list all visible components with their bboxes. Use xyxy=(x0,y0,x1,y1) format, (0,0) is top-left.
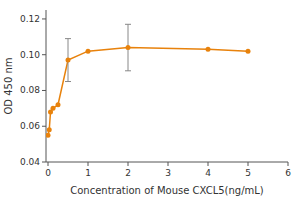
y-tick xyxy=(42,54,46,55)
plot-area xyxy=(46,24,251,137)
y-tick xyxy=(42,126,46,127)
x-tick-label: 5 xyxy=(245,168,251,178)
y-tick xyxy=(42,162,46,163)
y-tick-label: 0.12 xyxy=(20,14,40,24)
x-tick-label: 0 xyxy=(45,168,51,178)
data-point xyxy=(66,58,71,63)
x-tick-label: 2 xyxy=(125,168,131,178)
data-point xyxy=(206,47,211,52)
data-point xyxy=(86,49,91,54)
x-tick xyxy=(168,162,169,166)
x-tick xyxy=(48,162,49,166)
x-tick xyxy=(208,162,209,166)
x-tick xyxy=(288,162,289,166)
error-bar xyxy=(125,24,131,70)
chart-container: 0 1 2 3 4 5 6 0.04 0.06 0.08 0.10 0.12 Concentration… xyxy=(0,0,300,200)
y-tick-label: 0.08 xyxy=(20,85,40,95)
data-point xyxy=(46,133,51,138)
y-tick-label: 0.10 xyxy=(20,50,40,60)
x-axis-line xyxy=(46,162,288,163)
data-point xyxy=(47,127,52,132)
chart: 0 1 2 3 4 5 6 0.04 0.06 0.08 0.10 0.12 Concentration… xyxy=(0,0,300,200)
data-line xyxy=(48,48,248,136)
error-bar-cap xyxy=(125,24,131,25)
error-bar-cap xyxy=(65,38,71,39)
y-tick xyxy=(42,90,46,91)
x-axis-label: Concentration of Mouse CXCL5(ng/mL) xyxy=(70,185,264,196)
data-point xyxy=(56,102,61,107)
x-tick xyxy=(128,162,129,166)
y-tick-label: 0.04 xyxy=(20,157,40,167)
x-tick-label: 1 xyxy=(85,168,91,178)
error-bar xyxy=(65,39,71,82)
x-tick-label: 4 xyxy=(205,168,211,178)
y-tick xyxy=(42,18,46,19)
x-tick-label: 6 xyxy=(285,168,291,178)
y-axis-label: OD 450 nm xyxy=(3,57,14,114)
y-axis-line xyxy=(46,10,47,162)
data-point xyxy=(51,106,56,111)
data-point xyxy=(246,49,251,54)
data-point xyxy=(126,45,131,50)
x-tick xyxy=(248,162,249,166)
x-tick xyxy=(88,162,89,166)
y-tick-label: 0.06 xyxy=(20,121,40,131)
error-bar-cap xyxy=(65,81,71,82)
x-tick-label: 3 xyxy=(165,168,171,178)
error-bar-cap xyxy=(125,70,131,71)
